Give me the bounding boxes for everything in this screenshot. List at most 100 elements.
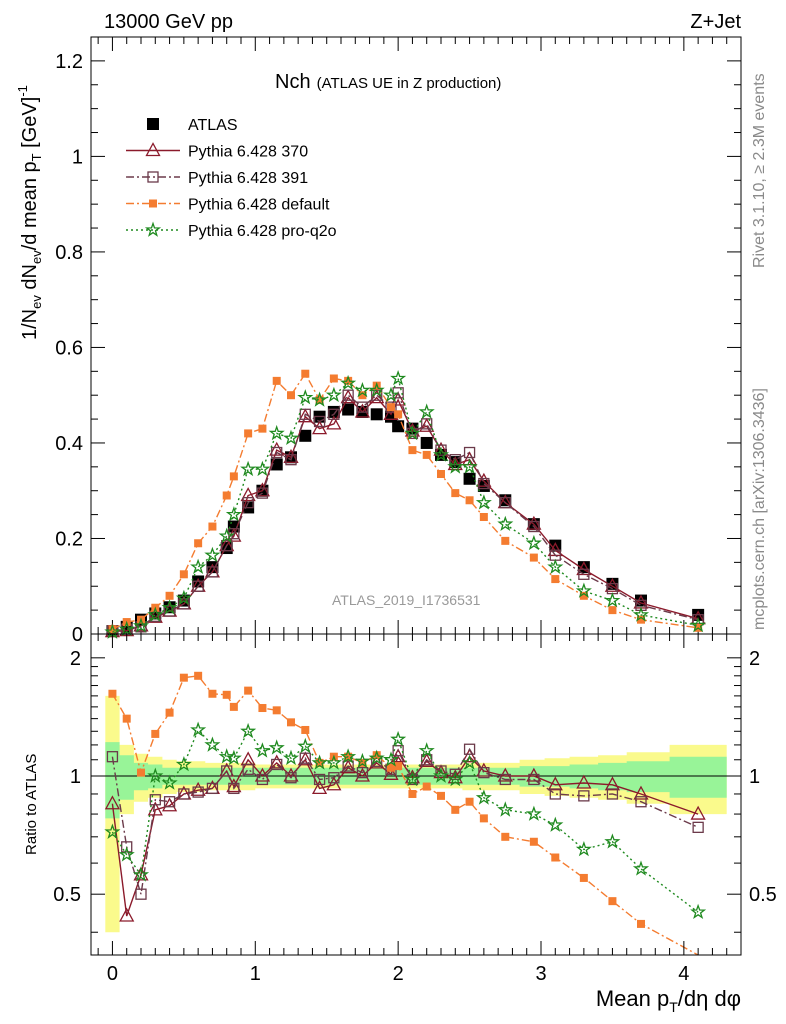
data-point: [271, 446, 283, 459]
band-outer: [105, 695, 727, 933]
data-point: [175, 589, 192, 606]
ratio-point: [547, 776, 563, 791]
data-point: [529, 553, 538, 562]
data-point: [501, 536, 510, 545]
ratio-point: [165, 708, 174, 717]
data-point: [225, 506, 242, 522]
ratio-point: [221, 765, 233, 777]
data-point: [419, 417, 435, 432]
ratio-point: [297, 737, 314, 754]
data-point: [147, 606, 164, 622]
data-point: [218, 527, 235, 544]
ratio-point: [258, 704, 267, 713]
data-point: [221, 539, 233, 552]
data-point: [258, 424, 267, 433]
header-right: Z+Jet: [690, 11, 741, 33]
data-point: [297, 389, 314, 405]
data-point: [287, 391, 295, 400]
data-point: [268, 424, 285, 441]
data-point: [432, 446, 450, 462]
ratio-point: [633, 785, 649, 800]
ratio-point: [268, 739, 285, 755]
ratio-point: [244, 686, 253, 695]
data-point: [358, 391, 367, 400]
data-point: [240, 487, 256, 502]
ratio-point: [192, 786, 204, 798]
data-point: [163, 605, 176, 617]
data-point: [404, 424, 421, 441]
data-point: [408, 446, 417, 455]
data-point: [161, 599, 178, 615]
data-point: [604, 592, 621, 608]
legend: ATLAS Pythia 6.428 370 Pythia 6.428 391 Pyt…: [126, 117, 337, 240]
ratio-point: [301, 725, 310, 734]
ratio-point: [576, 774, 592, 789]
legend-label: Pythia 6.428 370: [188, 144, 308, 161]
ratio-point: [218, 748, 235, 764]
ratio-line: [111, 675, 699, 956]
ratio-point: [419, 752, 435, 767]
ratio-point: [422, 782, 431, 791]
ratio-xlabel: Mean pT/dη dφ: [596, 986, 741, 1015]
ratio-point: [122, 714, 131, 723]
series-4: [104, 370, 707, 639]
ratio-point: [240, 722, 257, 739]
data-point: [311, 420, 328, 435]
data-point: [283, 448, 299, 463]
ratio-series-3: [104, 721, 707, 920]
data-point: [382, 386, 400, 403]
data-point: [244, 429, 253, 438]
data-point: [475, 494, 492, 510]
ratio-point: [132, 866, 150, 882]
data-point: [690, 616, 707, 633]
main-ytick-label: 0.8: [55, 242, 83, 264]
data-point: [463, 446, 476, 459]
ratio-series-group: [104, 671, 707, 956]
ratio-point: [390, 730, 407, 747]
ratio-point: [690, 805, 706, 820]
ratio-point: [368, 749, 385, 766]
data-point: [476, 472, 492, 487]
ratio-point: [313, 773, 326, 786]
main-series-group: [104, 369, 707, 639]
plot-title-sub: (ATLAS UE in Z production): [317, 75, 502, 92]
data-point: [437, 470, 445, 479]
data-point: [421, 418, 433, 430]
ratio-ytick-label-right: 0.5: [749, 884, 777, 906]
data-point: [369, 389, 385, 404]
data-point: [256, 487, 269, 499]
legend-marker: [144, 221, 162, 237]
ratio-point: [206, 782, 219, 795]
ratio-point: [225, 749, 242, 766]
ratio-point: [175, 756, 192, 772]
ratio-series-2: [108, 671, 699, 956]
ratio-point: [551, 853, 560, 862]
ratio-point: [282, 749, 300, 766]
ratio-point: [147, 801, 163, 816]
data-point: [240, 460, 257, 477]
ratio-point: [326, 776, 342, 791]
ratio-plot-frame: [90, 633, 742, 956]
data-point: [208, 522, 217, 531]
data-point: [465, 496, 474, 505]
ratio-point: [149, 794, 161, 806]
ratio-point: [394, 762, 403, 771]
ratio-point: [606, 788, 619, 800]
main-ytick-label: 0.2: [55, 528, 83, 550]
data-point: [368, 381, 385, 398]
ratio-point: [632, 860, 650, 876]
data-point: [311, 391, 328, 407]
ratio-xtick-label: 1: [250, 963, 261, 985]
ratio-xtick-label: 0: [107, 963, 118, 985]
ratio-point: [194, 671, 203, 680]
legend-marker: [145, 142, 161, 157]
data-point: [608, 606, 617, 615]
data-point: [478, 477, 490, 490]
data-point: [272, 376, 281, 385]
ratio-point: [392, 745, 404, 757]
data-point: [578, 568, 590, 580]
data-point: [690, 610, 706, 625]
ratio-point: [163, 796, 176, 808]
ratio-point: [461, 754, 478, 770]
